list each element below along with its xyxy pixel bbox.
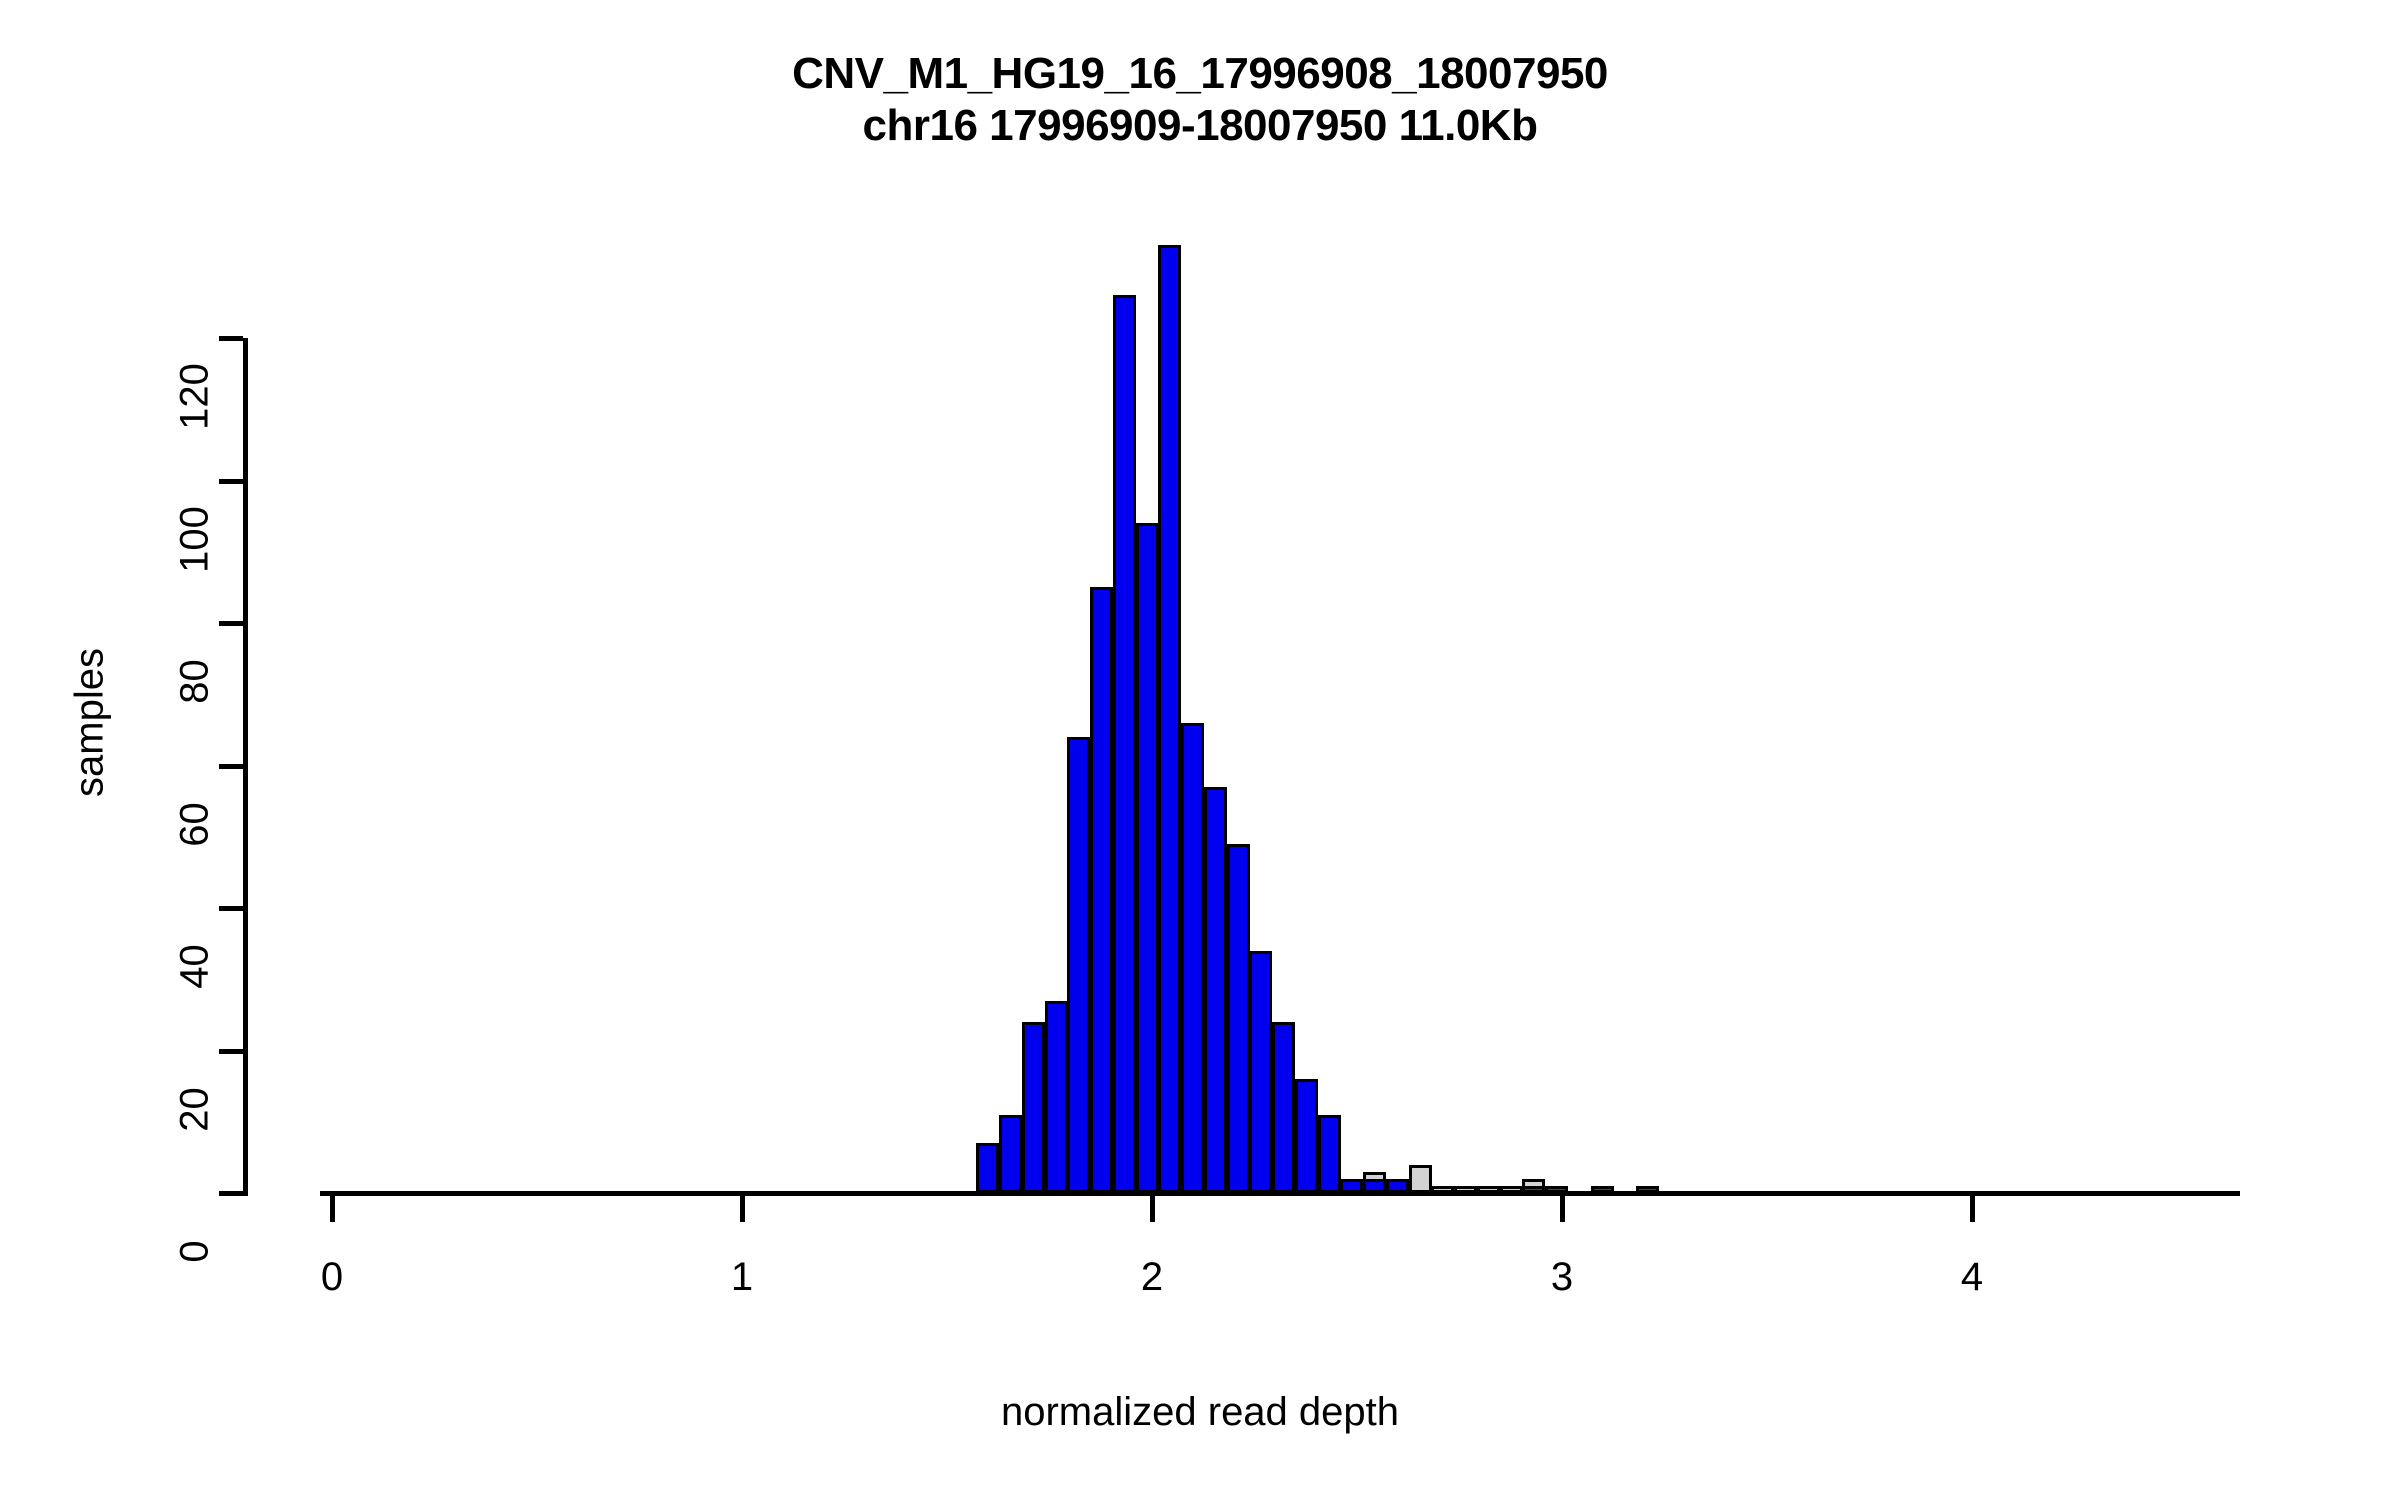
y-axis-tick-label: 120 [172,363,217,430]
x-axis-tick [1970,1196,1975,1222]
y-axis-tick-label: 60 [172,801,217,847]
x-axis-tick [1560,1196,1565,1222]
histogram-bar [976,1143,1000,1193]
x-axis-tick [740,1196,745,1222]
y-axis-line [243,338,248,1196]
histogram-bar [1067,737,1091,1193]
histogram-bar [1158,245,1182,1193]
x-axis-tick-label: 4 [1960,1255,1984,1299]
histogram-bar [1021,1022,1045,1193]
histogram-bar [1135,523,1159,1193]
histogram-bar [1363,1178,1387,1193]
histogram-bar [1385,1178,1409,1193]
histogram-bar [1181,722,1205,1193]
x-axis-line [320,1191,2240,1196]
histogram-bar [1203,786,1227,1193]
y-axis-tick [219,621,243,626]
x-axis-tick [330,1196,335,1222]
histogram-bar [1340,1178,1364,1193]
histogram-bar [1226,843,1250,1193]
histogram-bar [1636,1185,1660,1193]
y-axis-tick-label: 0 [172,1240,217,1263]
histogram-bar [1294,1079,1318,1193]
x-axis-title: normalized read depth [1000,1390,1400,1434]
x-axis-tick-label: 0 [320,1255,344,1299]
histogram-bar [1431,1185,1455,1193]
y-axis-tick-label: 40 [172,944,217,989]
histogram-bar [1476,1185,1500,1193]
chart-title-line-2: chr16 17996909-18007950 11.0Kb [862,100,1538,150]
histogram-bar [1317,1114,1341,1193]
y-axis-title: samples [67,648,112,797]
y-axis-tick [219,763,243,769]
y-axis-tick-label: 100 [172,505,217,573]
histogram-bar [1545,1185,1569,1193]
histogram-bar [1044,1000,1068,1193]
histogram-bar [1590,1185,1614,1193]
x-axis-tick-label: 1 [730,1255,754,1299]
y-axis-tick-label: 20 [172,1086,217,1132]
histogram-bar [1249,950,1273,1193]
y-axis-tick [219,906,243,911]
chart-title: CNV_M1_HG19_16_17996908_18007950 chr16 1… [0,48,2400,152]
histogram-bar [1522,1185,1546,1193]
y-axis-tick-label: 80 [172,659,217,704]
x-axis-tick-label: 3 [1550,1255,1574,1299]
chart-title-line-1: CNV_M1_HG19_16_17996908_18007950 [792,49,1608,98]
y-axis-tick [219,478,243,484]
x-axis-tick [1150,1196,1155,1222]
y-axis-tick [219,336,243,341]
histogram-bar [999,1114,1023,1193]
y-axis-tick [219,1191,243,1196]
histogram-bar [1112,295,1136,1193]
histogram-bar [1272,1022,1296,1193]
x-axis-tick-label: 2 [1140,1255,1164,1299]
y-axis-tick [219,1048,243,1054]
histogram-bar [1090,587,1114,1193]
histogram-bar [1454,1185,1478,1193]
histogram-bar [1408,1164,1432,1193]
histogram-bar [1499,1185,1523,1193]
